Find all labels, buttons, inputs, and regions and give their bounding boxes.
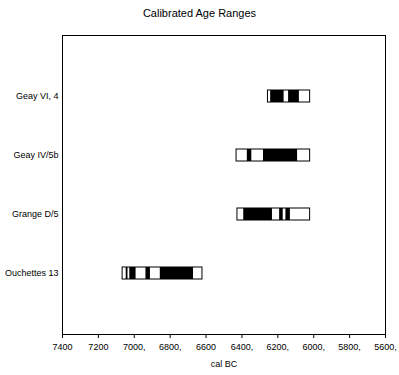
svg-text:7200: 7200 — [88, 342, 108, 352]
svg-text:7000,: 7000, — [123, 342, 146, 352]
svg-text:Ouchettes 13: Ouchettes 13 — [5, 268, 59, 278]
svg-text:6000,: 6000, — [302, 342, 325, 352]
svg-text:Geay VI, 4: Geay VI, 4 — [16, 91, 59, 101]
svg-text:6400,: 6400, — [231, 342, 254, 352]
svg-text:6800,: 6800, — [159, 342, 182, 352]
svg-text:5600,: 5600, — [374, 342, 397, 352]
svg-text:6600: 6600 — [196, 342, 216, 352]
svg-text:cal BC: cal BC — [211, 359, 238, 369]
svg-text:Geay IV/5b: Geay IV/5b — [13, 150, 58, 160]
html-text:Calibrated Age Ranges: Calibrated Age Ranges — [142, 7, 257, 19]
svg-text:6200,: 6200, — [267, 342, 290, 352]
svg-text:7400: 7400 — [52, 342, 72, 352]
svg-text:5800,: 5800, — [338, 342, 361, 352]
svg-text:Grange D/5: Grange D/5 — [12, 209, 59, 219]
